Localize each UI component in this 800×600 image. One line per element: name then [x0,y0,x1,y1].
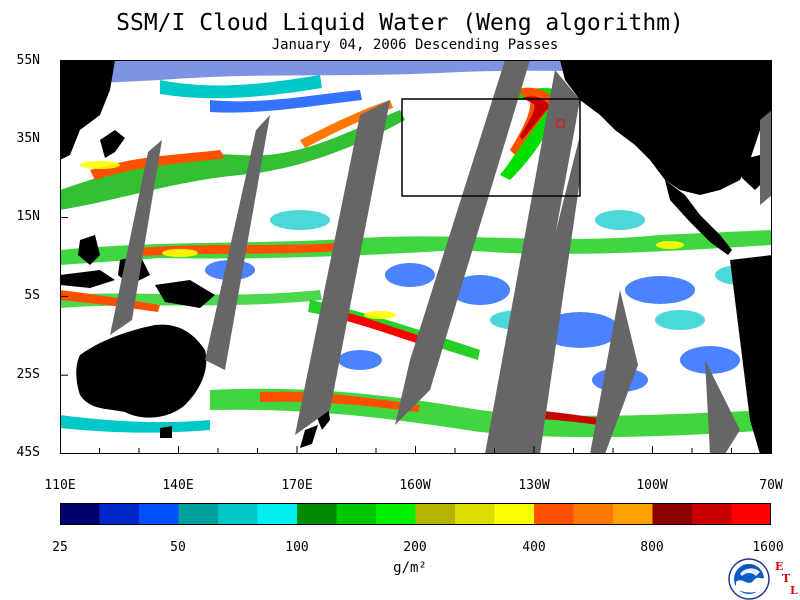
colorbar-label-200: 200 [403,540,427,555]
colorbar-cell [99,503,140,525]
land [60,60,772,454]
colorbar-cell [297,503,337,525]
highlight-box [401,98,581,197]
lon-label-130w: 130W [518,478,550,493]
colorbar-units: g/m² [393,560,427,576]
lon-label-140e: 140E [162,478,194,493]
lon-label-100w: 100W [636,478,668,493]
noaa-logo: NOAA [728,558,770,600]
colorbar-cell [415,503,456,525]
colorbar-cell [692,503,732,525]
colorbar-cell [257,503,298,525]
figure-title: SSM/I Cloud Liquid Water (Weng algorithm… [116,10,684,36]
colorbar-cell [218,503,258,525]
colorbar-cell [534,503,574,525]
colorbar-cell [455,503,495,525]
colorbar-cell [613,503,653,525]
lat-label-15n: 15N [16,209,40,224]
colorbar-cell [178,503,219,525]
colorbar-label-100: 100 [285,540,309,555]
no-data-swaths [110,60,772,454]
lat-label-45s: 45S [16,445,40,460]
lon-label-70w: 70W [759,478,783,493]
colorbar-label-800: 800 [640,540,664,555]
lat-label-25s: 25S [16,367,40,382]
colorbar-label-50: 50 [170,540,186,555]
lat-ticks [60,60,68,376]
colorbar-cell [376,503,416,525]
lat-label-5s: 5S [24,288,40,303]
colorbar-cell [139,503,179,525]
logo-text: NOAA [743,564,755,569]
colorbar [60,503,771,525]
etl-letter-e: E [775,560,784,573]
colorbar-cell [336,503,377,525]
map-frame [60,60,772,454]
etl-letter-t: T [782,572,791,585]
colorbar-cell [731,503,771,525]
colorbar-label-1600: 1600 [752,540,784,555]
lat-label-55n: 55N [16,53,40,68]
colorbar-cell [573,503,614,525]
figure-subtitle: January 04, 2006 Descending Passes [271,37,559,53]
small-red-box [556,119,565,128]
etl-letter-l: L [790,584,798,597]
lat-label-35n: 35N [16,131,40,146]
lon-label-110e: 110E [44,478,76,493]
colorbar-cell [60,503,100,525]
lon-label-170e: 170E [281,478,313,493]
colorbar-label-25: 25 [52,540,68,555]
lon-label-160w: 160W [399,478,431,493]
colorbar-cell [494,503,535,525]
colorbar-label-400: 400 [522,540,546,555]
colorbar-cell [652,503,693,525]
cloud-water-map [60,60,772,454]
